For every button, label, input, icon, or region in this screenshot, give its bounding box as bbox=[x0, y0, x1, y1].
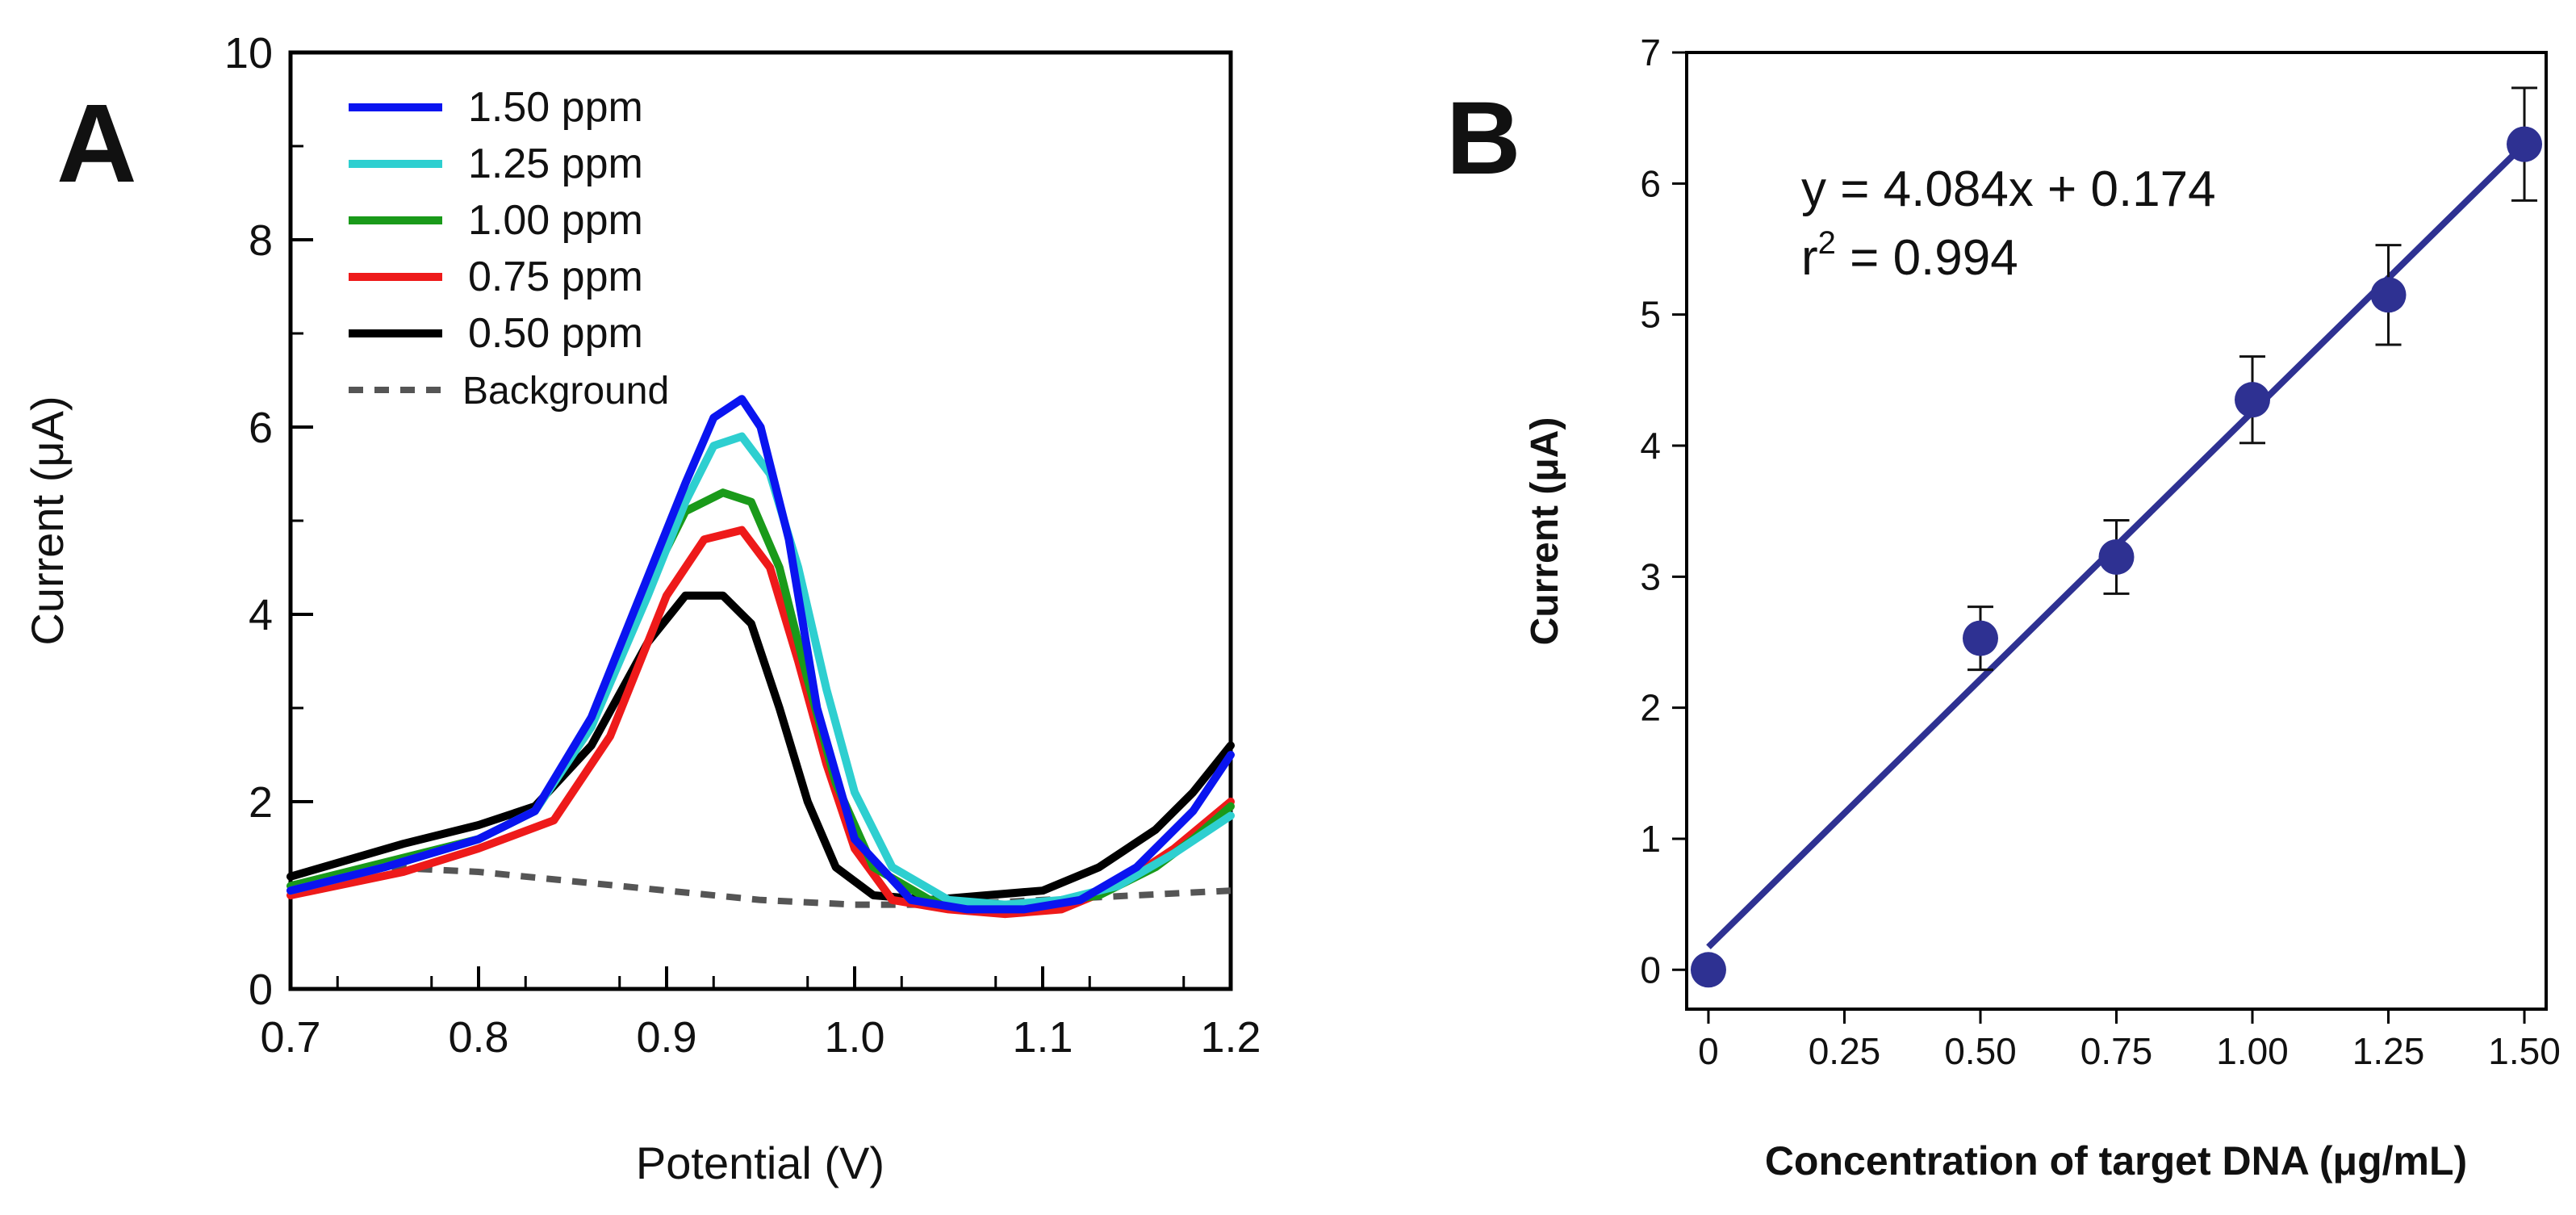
panel-a-x-tick-label: 1.0 bbox=[824, 1013, 884, 1062]
legend-label: 0.50 ppm bbox=[468, 310, 643, 357]
legend-label: 1.00 ppm bbox=[468, 197, 643, 244]
panel-b: B 0 0.25 0.50 0.75 1.00 1.25 1.50 0 1 2 3 4 5 6 7 y = … bbox=[1446, 31, 2561, 1184]
panel-b-x-tick-label: 0.50 bbox=[1944, 1030, 2017, 1072]
panel-a-y-tick-label: 6 bbox=[249, 404, 273, 452]
panel-a-x-tick-label: 0.7 bbox=[260, 1013, 320, 1062]
panel-a-y-tick-label: 10 bbox=[224, 29, 273, 78]
r2-value: = 0.994 bbox=[1836, 230, 2018, 286]
panel-b-axes: 0 0.25 0.50 0.75 1.00 1.25 1.50 0 1 2 3 4 5 6 7 bbox=[1640, 31, 2560, 1072]
panel-a-legend: 1.50 ppm 1.25 ppm 1.00 ppm 0.75 ppm 0.50 ppm… bbox=[349, 84, 669, 413]
panel-a-y-tick-label: 2 bbox=[249, 778, 273, 827]
panel-b-y-tick-label: 1 bbox=[1640, 818, 1661, 860]
legend-label: 1.50 ppm bbox=[468, 84, 643, 131]
panel-b-x-axis-label: Concentration of target DNA (μg/mL) bbox=[1765, 1138, 2467, 1184]
panel-b-y-tick-label: 6 bbox=[1640, 162, 1661, 204]
panel-a-y-tick-label: 8 bbox=[249, 216, 273, 265]
panel-b-x-tick-label: 0.25 bbox=[1809, 1030, 1881, 1072]
panel-b-y-tick-label: 2 bbox=[1640, 687, 1661, 729]
panel-a-curves bbox=[286, 395, 1235, 919]
fit-equation: y = 4.084x + 0.174 bbox=[1801, 161, 2216, 217]
panel-b-y-tick-label: 3 bbox=[1640, 555, 1661, 597]
panel-a-x-tick-label: 0.9 bbox=[636, 1013, 696, 1062]
panel-a-y-axis-label: Current (μA) bbox=[22, 396, 73, 645]
data-point bbox=[2098, 538, 2135, 575]
data-point bbox=[2370, 277, 2407, 313]
panel-b-y-axis-label: Current (μA) bbox=[1524, 417, 1566, 646]
panel-b-y-tick-label: 4 bbox=[1640, 425, 1661, 467]
data-point bbox=[1962, 620, 1998, 656]
r2-base: r bbox=[1801, 230, 1818, 286]
panel-a-x-axis-label: Potential (V) bbox=[636, 1137, 884, 1188]
series-line-0-75-ppm bbox=[286, 526, 1235, 919]
panel-b-y-tick-label: 5 bbox=[1640, 294, 1661, 336]
legend-label: Background bbox=[462, 370, 669, 413]
legend-label: 1.25 ppm bbox=[468, 140, 643, 187]
panel-b-label: B bbox=[1446, 81, 1520, 196]
series-line-1-50-ppm bbox=[286, 395, 1235, 914]
data-point bbox=[2235, 382, 2271, 418]
data-point bbox=[2507, 126, 2543, 162]
panel-a: A 0.7 0.8 0.9 1.0 1.1 1.2 0 2 4 6 8 10 1.50 ppm 1.25… bbox=[22, 29, 1261, 1188]
panel-b-y-tick-label: 7 bbox=[1640, 31, 1661, 73]
panel-b-x-tick-label: 0.75 bbox=[2080, 1030, 2153, 1072]
panel-a-x-tick-label: 0.8 bbox=[448, 1013, 508, 1062]
fit-r-squared: r2 = 0.994 bbox=[1801, 225, 2018, 286]
panel-b-y-tick-label: 0 bbox=[1640, 949, 1661, 991]
panel-b-x-tick-label: 1.25 bbox=[2352, 1030, 2425, 1072]
r2-superscript: 2 bbox=[1818, 225, 1836, 261]
panel-b-points bbox=[1690, 86, 2543, 988]
panel-a-y-tick-label: 0 bbox=[249, 966, 273, 1014]
panel-a-x-tick-label: 1.2 bbox=[1200, 1013, 1261, 1062]
panel-a-label: A bbox=[56, 82, 137, 206]
panel-a-axes: 0.7 0.8 0.9 1.0 1.1 1.2 0 2 4 6 8 10 bbox=[224, 29, 1261, 1062]
panel-b-x-tick-label: 1.50 bbox=[2488, 1030, 2561, 1072]
panel-b-x-tick-label: 0 bbox=[1698, 1030, 1719, 1072]
panel-b-x-tick-label: 1.00 bbox=[2216, 1030, 2289, 1072]
panel-a-x-tick-label: 1.1 bbox=[1012, 1013, 1073, 1062]
legend-label: 0.75 ppm bbox=[468, 253, 643, 300]
data-point bbox=[1690, 952, 1726, 988]
panel-a-y-tick-label: 4 bbox=[249, 591, 273, 639]
